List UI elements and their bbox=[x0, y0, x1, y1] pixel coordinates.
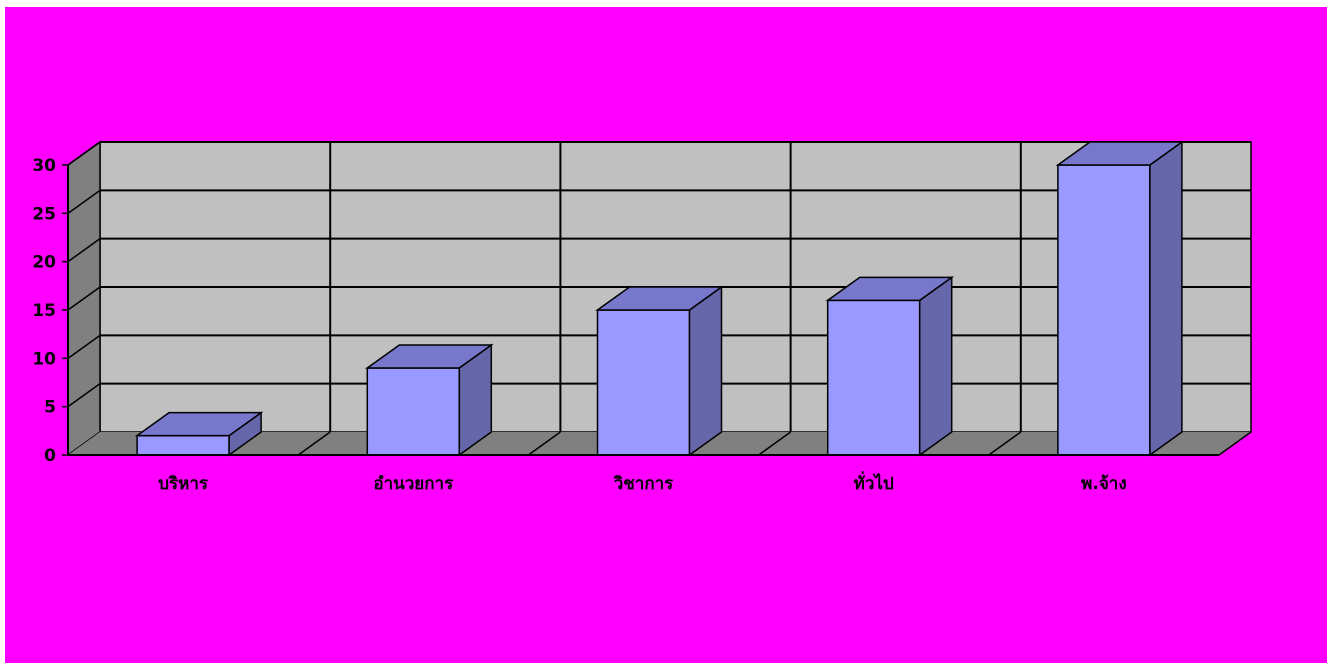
x-category-label: ทั่วไป bbox=[854, 471, 894, 494]
floor-line bbox=[527, 431, 561, 456]
gridline-side bbox=[67, 238, 101, 263]
bar-3 bbox=[826, 299, 921, 456]
y-tick-label: 0 bbox=[44, 446, 56, 466]
bar-side-4 bbox=[1149, 140, 1183, 457]
gridline-side bbox=[67, 383, 101, 408]
bar-side-3 bbox=[918, 275, 953, 457]
bar-1 bbox=[366, 367, 461, 456]
bar-4 bbox=[1057, 164, 1151, 456]
floor-line bbox=[758, 431, 792, 456]
gridline-side bbox=[67, 189, 101, 214]
x-category-label: บริหาร bbox=[158, 474, 209, 494]
x-category-label: พ.จ้าง bbox=[1081, 474, 1126, 494]
bar-top-0 bbox=[134, 411, 264, 437]
bar-2 bbox=[596, 309, 691, 456]
bar-0 bbox=[136, 434, 230, 456]
bar-top-3 bbox=[825, 276, 955, 302]
y-tick-label: 5 bbox=[44, 398, 56, 418]
y-tick-label: 30 bbox=[32, 156, 56, 176]
gridline-side bbox=[67, 141, 101, 166]
bar-top-4 bbox=[1055, 141, 1185, 166]
y-tick-label: 25 bbox=[32, 204, 56, 224]
bar-top-1 bbox=[364, 344, 494, 369]
floor-line bbox=[988, 431, 1022, 456]
x-category-label: วิชาการ bbox=[613, 474, 674, 494]
bar-side-2 bbox=[688, 285, 723, 457]
floor-edge bbox=[1218, 431, 1252, 456]
gridline-side bbox=[67, 286, 101, 311]
x-category-label: อำนวยการ bbox=[373, 474, 454, 494]
y-tick-label: 15 bbox=[32, 301, 56, 321]
floor-line bbox=[297, 431, 331, 456]
bar-top-2 bbox=[595, 286, 724, 311]
y-tick-label: 20 bbox=[32, 253, 56, 273]
y-tick-label: 10 bbox=[32, 349, 56, 369]
gridline-side bbox=[67, 334, 101, 359]
